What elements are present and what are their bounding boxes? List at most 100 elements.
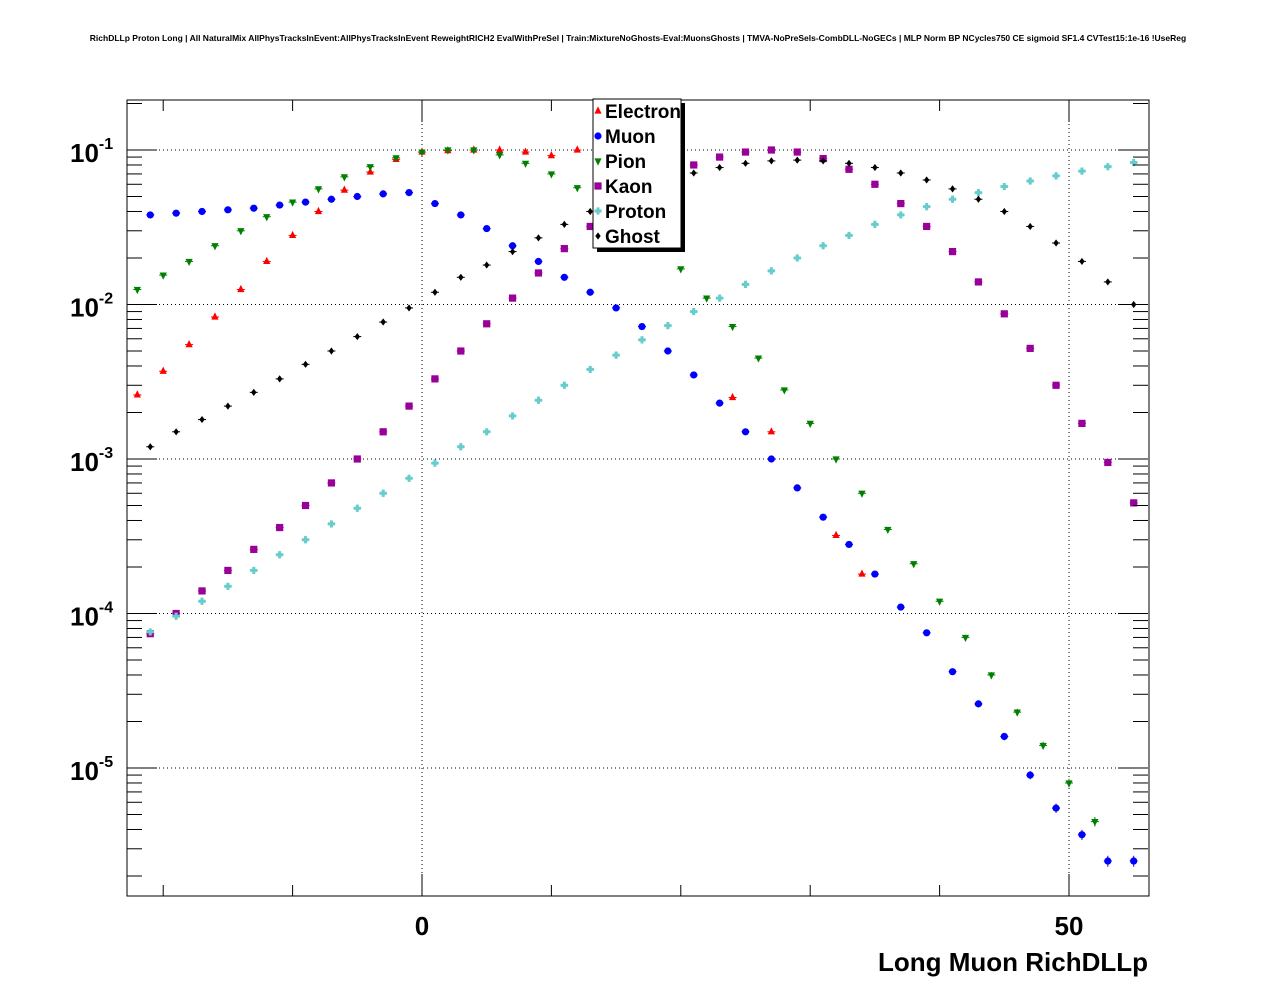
data-point xyxy=(547,171,555,179)
data-point xyxy=(871,570,879,578)
data-point xyxy=(1026,771,1034,779)
data-point xyxy=(353,455,361,463)
legend-label: Pion xyxy=(605,152,646,173)
legend-marker xyxy=(594,182,602,190)
data-point xyxy=(483,320,491,328)
data-point xyxy=(948,668,957,676)
series-proton xyxy=(146,158,1138,636)
data-point xyxy=(172,209,180,217)
data-point xyxy=(224,206,232,214)
data-point xyxy=(560,381,568,389)
data-point xyxy=(172,612,180,620)
data-point xyxy=(314,186,323,194)
data-point xyxy=(185,258,193,267)
data-point xyxy=(457,347,465,355)
data-point xyxy=(664,347,672,355)
data-point xyxy=(237,284,245,293)
data-point xyxy=(728,323,737,332)
series-muon xyxy=(146,188,1138,867)
data-point xyxy=(691,169,697,177)
axis-labels: -150-100-5005010-510-410-310-210-1 xyxy=(70,136,1083,941)
legend-entry-pion: Pion xyxy=(594,152,646,173)
data-point xyxy=(1000,182,1008,191)
data-point xyxy=(340,185,348,193)
data-point xyxy=(185,340,193,348)
axis-ticks xyxy=(127,100,1148,896)
y-tick-label: 10-1 xyxy=(70,136,113,168)
data-point xyxy=(767,146,775,154)
data-point xyxy=(767,427,775,435)
data-point xyxy=(1130,499,1138,507)
data-point xyxy=(819,242,827,250)
data-point xyxy=(703,295,711,303)
data-point xyxy=(1026,344,1034,352)
data-point xyxy=(534,396,543,404)
data-point xyxy=(820,157,826,165)
data-point xyxy=(509,247,516,256)
data-point xyxy=(794,156,800,164)
legend-label: Proton xyxy=(605,202,666,223)
data-point xyxy=(211,243,219,251)
data-point xyxy=(353,192,361,201)
data-point xyxy=(340,174,348,182)
data-point xyxy=(793,254,801,262)
data-point xyxy=(858,490,866,498)
data-point xyxy=(1105,278,1111,286)
data-point xyxy=(1039,742,1047,751)
data-point xyxy=(949,185,956,193)
data-point xyxy=(1091,818,1099,827)
data-point xyxy=(405,188,413,197)
data-point xyxy=(133,286,141,295)
data-point xyxy=(741,428,750,436)
data-point xyxy=(560,245,568,253)
data-point xyxy=(1052,381,1060,389)
legend-entry-ghost: Ghost xyxy=(595,227,661,248)
data-point xyxy=(327,520,336,528)
y-tick-label: 10-5 xyxy=(70,754,113,786)
data-point xyxy=(872,163,878,172)
data-point xyxy=(379,428,387,436)
data-point xyxy=(690,371,698,379)
data-point xyxy=(768,157,775,165)
data-point xyxy=(146,211,154,219)
data-point xyxy=(147,443,153,451)
legend-marker xyxy=(594,132,602,140)
data-point xyxy=(560,273,568,281)
data-point xyxy=(521,160,530,168)
data-point xyxy=(1104,458,1112,467)
data-point xyxy=(780,387,788,395)
data-point xyxy=(1027,222,1033,231)
data-point xyxy=(677,266,685,274)
data-point xyxy=(1001,207,1007,216)
data-point xyxy=(198,587,206,595)
y-tick-label: 10-3 xyxy=(70,445,113,477)
data-point xyxy=(458,273,464,281)
data-point xyxy=(716,294,724,302)
data-point xyxy=(484,261,490,269)
data-point xyxy=(974,278,983,286)
data-point xyxy=(690,307,698,316)
data-point xyxy=(457,443,465,451)
data-point xyxy=(1000,310,1008,318)
data-point xyxy=(508,294,517,302)
data-point xyxy=(508,412,517,420)
data-point xyxy=(586,288,594,296)
data-point xyxy=(327,195,336,203)
data-point xyxy=(366,164,374,172)
data-point xyxy=(237,228,245,236)
data-point xyxy=(948,247,957,256)
y-tick-label: 10-2 xyxy=(70,291,113,323)
data-point xyxy=(871,180,879,188)
data-point xyxy=(508,242,517,250)
data-point xyxy=(767,267,775,275)
data-point xyxy=(767,455,775,463)
data-point xyxy=(1000,732,1008,741)
data-point xyxy=(884,526,892,535)
data-point xyxy=(534,257,543,266)
data-point xyxy=(716,163,723,172)
data-point xyxy=(457,211,465,219)
data-point xyxy=(483,224,491,233)
data-point xyxy=(276,201,284,209)
legend-entry-muon: Muon xyxy=(594,127,656,148)
